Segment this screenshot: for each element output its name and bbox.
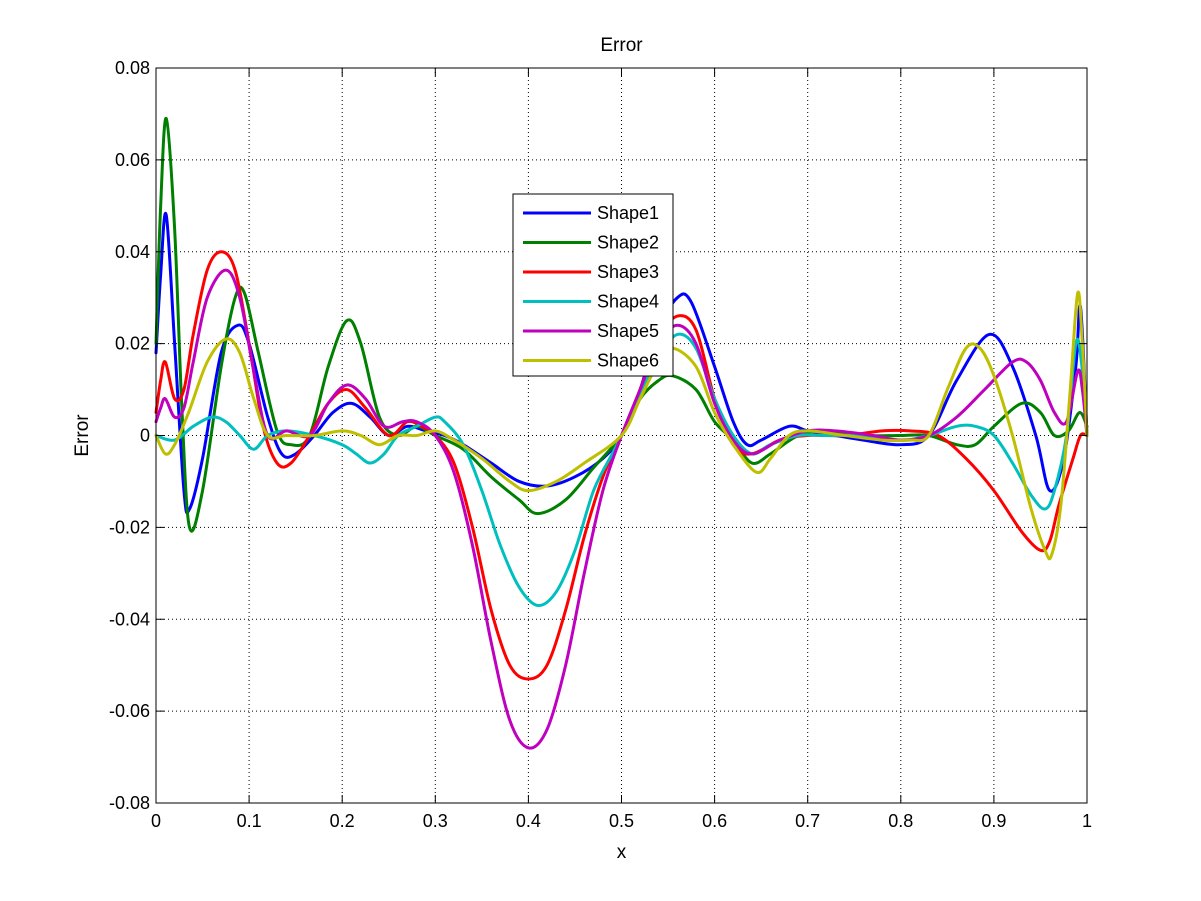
y-tick-label: -0.08 [109,793,150,813]
legend-label: Shape6 [597,351,659,371]
series-line-shape5 [154,268,1089,750]
chart-title: Error [600,35,643,56]
y-tick-label: 0.04 [115,242,150,262]
y-tick-label: 0.02 [115,334,150,354]
x-tick-label: 0.9 [981,811,1006,831]
x-tick-label: 0.2 [330,811,355,831]
y-tick-label: -0.02 [109,517,150,537]
y-tick-label: -0.04 [109,609,150,629]
x-tick-label: 0.8 [888,811,913,831]
series-line-shape4 [154,332,1089,607]
legend-label: Shape1 [597,203,659,223]
legend-label: Shape5 [597,321,659,341]
y-tick-label: 0.06 [115,150,150,170]
legend-label: Shape2 [597,233,659,253]
series-line-shape2 [154,117,1089,533]
legend-label: Shape3 [597,262,659,282]
x-tick-label: 0.5 [609,811,634,831]
x-tick-label: 0.6 [702,811,727,831]
x-tick-label: 0.4 [516,811,541,831]
y-tick-label: -0.06 [109,701,150,721]
x-tick-label: 0.7 [795,811,820,831]
y-tick-label: 0.08 [115,58,150,78]
x-tick-label: 0.3 [423,811,448,831]
y-axis-label: Error [72,414,93,457]
x-tick-label: 0.1 [237,811,262,831]
legend-box [512,193,674,377]
legend: Shape1 Shape2 Shape3 Shape4 Shape5 Shape6 [512,193,674,377]
legend-label: Shape4 [597,292,659,312]
y-tick-label: 0 [140,426,150,446]
x-tick-label: 0 [151,811,161,831]
series-layer [154,117,1089,750]
ticks: 0 0.1 0.2 0.3 0.4 0.5 0.6 0.7 0.8 0.9 1 -0.08 -0.06 -… [109,58,1092,831]
grid [156,68,1087,803]
x-axis-label: x [617,842,627,863]
x-tick-label: 1 [1082,811,1092,831]
